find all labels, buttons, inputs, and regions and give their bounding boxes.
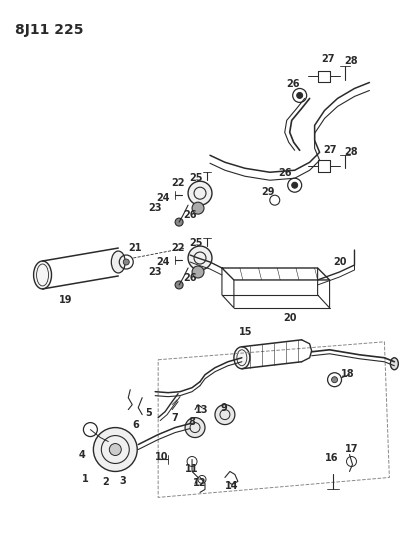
- Text: 26: 26: [183, 273, 197, 283]
- Text: 22: 22: [171, 178, 185, 188]
- Text: 16: 16: [325, 453, 338, 463]
- Ellipse shape: [332, 377, 337, 383]
- Ellipse shape: [111, 251, 125, 273]
- Ellipse shape: [297, 92, 303, 99]
- Text: 26: 26: [286, 79, 299, 90]
- Ellipse shape: [215, 405, 235, 425]
- Ellipse shape: [175, 281, 183, 289]
- Text: 6: 6: [133, 419, 139, 430]
- Text: 18: 18: [341, 369, 354, 379]
- Ellipse shape: [93, 427, 137, 472]
- Text: 1: 1: [82, 474, 89, 484]
- Ellipse shape: [234, 347, 250, 369]
- Text: 25: 25: [189, 238, 203, 248]
- Text: 9: 9: [220, 402, 227, 413]
- Text: 14: 14: [225, 481, 239, 491]
- Ellipse shape: [185, 417, 205, 438]
- Text: 24: 24: [156, 193, 170, 203]
- Text: 26: 26: [183, 210, 197, 220]
- Text: 13: 13: [195, 405, 209, 415]
- Ellipse shape: [34, 261, 52, 289]
- Text: 17: 17: [345, 443, 358, 454]
- Text: 3: 3: [119, 477, 126, 487]
- Ellipse shape: [390, 358, 398, 370]
- Ellipse shape: [175, 218, 183, 226]
- Text: 2: 2: [102, 478, 109, 488]
- Text: 25: 25: [189, 173, 203, 183]
- Ellipse shape: [192, 202, 204, 214]
- Ellipse shape: [123, 259, 129, 265]
- Ellipse shape: [192, 266, 204, 278]
- Ellipse shape: [188, 246, 212, 270]
- Text: 15: 15: [239, 327, 253, 337]
- Text: 29: 29: [261, 187, 274, 197]
- Text: 28: 28: [345, 55, 358, 66]
- Text: 23: 23: [148, 203, 162, 213]
- Text: 4: 4: [79, 449, 86, 459]
- Text: 19: 19: [59, 295, 72, 305]
- Ellipse shape: [109, 443, 121, 456]
- Text: 7: 7: [172, 413, 178, 423]
- Text: 27: 27: [323, 146, 336, 155]
- Text: 28: 28: [345, 147, 358, 157]
- Text: 8: 8: [189, 417, 196, 426]
- Text: 20: 20: [333, 257, 346, 267]
- Ellipse shape: [188, 181, 212, 205]
- Text: 22: 22: [171, 243, 185, 253]
- Text: 27: 27: [321, 53, 334, 63]
- Text: 12: 12: [193, 479, 207, 488]
- Text: 10: 10: [155, 451, 169, 462]
- Text: 11: 11: [185, 464, 199, 474]
- Text: 24: 24: [156, 257, 170, 267]
- Ellipse shape: [292, 182, 298, 188]
- Text: 5: 5: [145, 408, 152, 418]
- Text: 20: 20: [283, 313, 297, 323]
- Text: 8J11 225: 8J11 225: [15, 22, 83, 37]
- Text: 23: 23: [148, 267, 162, 277]
- Text: 21: 21: [128, 243, 142, 253]
- Text: 26: 26: [278, 168, 292, 178]
